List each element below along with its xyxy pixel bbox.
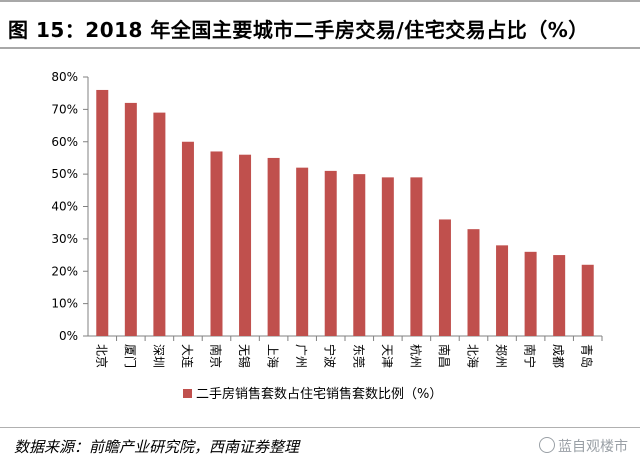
bar (296, 167, 309, 336)
x-tick-label: 上海 (266, 344, 281, 368)
top-rule (0, 0, 640, 2)
bar (239, 154, 252, 336)
y-tick-label: 10% (51, 297, 78, 311)
x-tick-label: 成都 (551, 344, 565, 368)
bar (553, 255, 566, 336)
bar (124, 102, 137, 337)
watermark-text: 蓝自观楼市 (558, 439, 628, 455)
bar (524, 251, 537, 336)
bar (581, 264, 594, 336)
source-note: 数据来源：前瞻产业研究院，西南证券整理 (14, 438, 300, 456)
bar (324, 170, 337, 336)
x-tick-label: 厦门 (123, 344, 138, 368)
y-tick-label: 60% (51, 135, 78, 149)
bar (381, 177, 394, 336)
legend-swatch (183, 389, 192, 398)
bar (353, 174, 366, 336)
x-tick-label: 无锡 (237, 344, 252, 368)
bar (467, 229, 480, 336)
y-tick-label: 50% (51, 167, 78, 181)
figure-title: 图 15：2018 年全国主要城市二手房交易/住宅交易占比（%） (8, 18, 589, 42)
x-tick-label: 郑州 (494, 344, 509, 368)
x-tick-label: 广州 (294, 344, 308, 368)
bar (267, 157, 280, 336)
y-tick-label: 20% (51, 264, 78, 278)
y-tick-label: 30% (51, 232, 78, 246)
x-tick-label: 天津 (380, 344, 394, 368)
x-tick-label: 北海 (466, 344, 481, 368)
x-tick-label: 南昌 (437, 344, 452, 368)
title-divider (0, 47, 640, 49)
x-tick-label: 东莞 (351, 344, 365, 368)
watermark: 蓝自观楼市 (539, 436, 628, 456)
x-tick-label: 杭州 (408, 344, 423, 368)
x-tick-label: 大连 (180, 344, 195, 368)
watermark-icon (539, 437, 555, 453)
legend-label: 二手房销售套数占住宅销售套数比例（%） (196, 386, 442, 402)
bar-chart: 0% 10% 20% 30% 40% 50% 60% 70% 80% 北京 厦门 深圳 大连 南京 无锡 上海… (51, 70, 603, 402)
bar (96, 89, 109, 336)
bar (410, 177, 423, 336)
x-tick-label: 深圳 (151, 344, 165, 368)
x-tick-label: 宁波 (323, 344, 338, 368)
y-tick-label: 70% (51, 102, 78, 116)
x-tick-label: 青岛 (580, 344, 595, 368)
x-tick-label: 南京 (209, 344, 224, 368)
bar (496, 245, 509, 336)
footer-divider (0, 427, 640, 428)
x-tick-label: 北京 (94, 344, 108, 368)
y-tick-label: 40% (51, 200, 78, 214)
bar (153, 112, 166, 336)
x-tick-label: 南宁 (523, 344, 538, 368)
bar (210, 151, 223, 336)
bar (438, 219, 451, 336)
bar (181, 141, 194, 336)
y-tick-label: 0% (59, 329, 78, 343)
y-tick-label: 80% (51, 70, 78, 84)
